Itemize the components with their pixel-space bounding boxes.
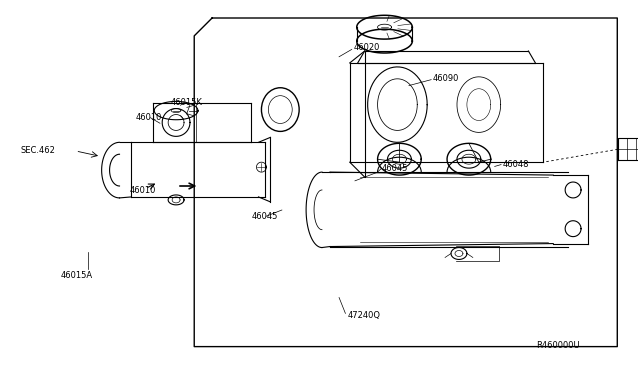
Text: 46048: 46048 — [503, 160, 529, 169]
Text: 46015K: 46015K — [171, 99, 203, 108]
Text: 46045: 46045 — [252, 212, 278, 221]
Text: 47240Q: 47240Q — [348, 311, 380, 320]
Text: 46010: 46010 — [136, 113, 162, 122]
Text: 46090: 46090 — [433, 74, 460, 83]
Text: 46010: 46010 — [129, 186, 156, 195]
Text: 46015A: 46015A — [61, 271, 93, 280]
Text: R460000U: R460000U — [536, 341, 580, 350]
Text: 46045: 46045 — [381, 164, 408, 173]
Text: 46020: 46020 — [354, 43, 380, 52]
Text: SEC.462: SEC.462 — [20, 147, 55, 155]
